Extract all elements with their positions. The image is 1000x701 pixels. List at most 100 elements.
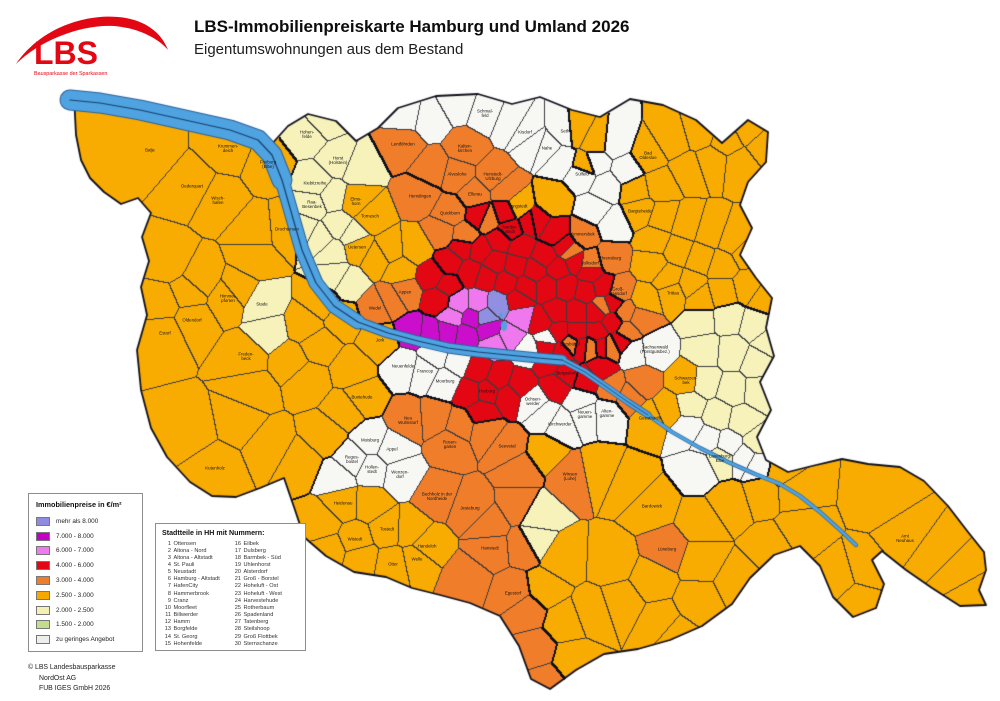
legend-item: 1.500 - 2.000 — [36, 618, 137, 633]
district-number: 3 — [167, 554, 171, 561]
credit-line: FUB IGES GmbH 2026 — [39, 685, 111, 692]
district-row: 22 Hoheluft - Ost — [232, 583, 302, 590]
district-row: 27 Tatenberg — [232, 619, 302, 626]
district-name: Billwerder — [173, 612, 199, 619]
district-row: 16 Eilbek — [232, 541, 302, 548]
region-label: Freiburg (Elbe) — [260, 159, 277, 169]
region-label: Harburg — [479, 389, 495, 394]
region-label: Ellerau — [468, 192, 482, 197]
region-label: Nahe — [542, 146, 553, 151]
district-name: Groß - Borstel — [243, 576, 279, 583]
region-label: Wisch-hafen — [211, 195, 225, 205]
district-name: Moorfleet — [173, 604, 197, 611]
legend-title: Immobilienpreise in €/m² — [36, 500, 122, 509]
legend-item: 6.000 - 7.000 — [36, 544, 137, 559]
legend-items: mehr als 8.000 7.000 - 8.000 6.000 - 7.000… — [36, 514, 137, 647]
region-label: Buchholz in der Nordheide — [422, 491, 453, 501]
page-title: LBS-Immobilienpreiskarte Hamburg und Uml… — [194, 17, 630, 36]
district-number: 2 — [167, 547, 171, 554]
region-label: Ammersbek — [571, 232, 595, 237]
region-label: Kutenholz — [205, 466, 225, 471]
legend-label: 2.000 - 2.500 — [56, 606, 94, 614]
region-label: Hohen-felde — [300, 129, 315, 139]
region-label: Appen — [399, 290, 412, 295]
region-label: Barsbüttel — [560, 342, 580, 347]
district-name: Spadenland — [243, 612, 274, 619]
region-label: Wenzen-dorf — [391, 469, 409, 479]
region-label: Raa-Besenbek — [302, 199, 322, 209]
credit-line: NordOst AG — [39, 674, 77, 682]
region-label: Sülfeld — [575, 172, 589, 177]
region-label: Ahrensburg — [599, 256, 622, 261]
page-title-block: LBS-Immobilienpreiskarte Hamburg und Uml… — [194, 17, 629, 58]
region-label: Alveslohe — [447, 172, 467, 177]
district-name: Harvestehude — [243, 597, 279, 604]
legend-swatch — [36, 531, 50, 541]
legend-swatch — [36, 605, 50, 615]
district-row: 8 Hammerbrook — [162, 591, 232, 598]
district-number: 28 — [234, 626, 241, 633]
region-label: Rosen-garten — [443, 439, 458, 449]
district-row: 9 Cranz — [162, 598, 232, 605]
district-name: Rotherbaum — [243, 604, 275, 611]
district-number: 12 — [164, 619, 171, 626]
legend-item: 7.000 - 8.000 — [36, 529, 137, 544]
district-name: Hamm — [173, 619, 190, 626]
legend-swatch — [36, 620, 50, 630]
region-label: Jesteburg — [460, 506, 480, 511]
district-row: 2 Altona - Nord — [162, 548, 232, 555]
district-number: 4 — [167, 561, 171, 568]
region-label: Jork — [376, 338, 385, 343]
district-name: St. Georg — [173, 633, 198, 640]
region-label: Volksdorf — [581, 261, 600, 266]
region-label: Amt Neuhaus — [896, 533, 914, 543]
district-name: Hoheluft - West — [243, 590, 282, 597]
district-number: 7 — [167, 583, 171, 590]
legend-swatch — [36, 516, 50, 526]
region-label: Henstedt-Ulzburg — [483, 171, 503, 181]
legend-label: 3.000 - 4.000 — [56, 577, 94, 585]
region-label: Groß-Hansdorf — [609, 286, 628, 296]
region-label: Buxtehude — [352, 395, 374, 400]
region-label: Neu Wulmstorf — [398, 415, 418, 425]
region-label: Oederquart — [181, 184, 204, 189]
region-label: Horst (Holstein) — [329, 155, 348, 165]
district-name: Hoheluft - Ost — [243, 583, 279, 590]
region-label: Quickborn — [440, 211, 461, 216]
logo-text: LBS — [34, 35, 98, 71]
region-label: Kiebitzreihe — [304, 181, 327, 186]
districts-box: Stadtteile in HH mit Nummern: 1 Ottensen 2… — [155, 523, 306, 651]
district-number: 8 — [167, 590, 171, 597]
district-number: 29 — [234, 633, 241, 640]
district-row: 19 Uhlenhorst — [232, 562, 302, 569]
legend-item: mehr als 8.000 — [36, 514, 137, 529]
district-number: 16 — [234, 540, 241, 547]
region-label: Reges-bostel — [345, 454, 360, 464]
legend-item: zu geringes Angebot — [36, 632, 137, 647]
header: LBS Bausparkasse der Sparkassen LBS-Immo… — [0, 0, 1000, 84]
region-label: Hanstedt — [481, 546, 499, 551]
lbs-logo: LBS Bausparkasse der Sparkassen — [16, 16, 168, 77]
district-row: 29 Groß Flottbek — [232, 634, 302, 641]
legend-item: 2.500 - 3.000 — [36, 588, 137, 603]
region-label: Bad Oldesloe — [639, 150, 657, 160]
region-label: Oldendorf — [182, 318, 202, 323]
district-name: Steilshoop — [243, 626, 270, 633]
region-label: Lentföhrden — [391, 142, 415, 147]
region-label: Schwarzen-bek — [674, 375, 698, 385]
legend-swatch — [36, 561, 50, 571]
district-number: 25 — [234, 604, 241, 611]
region-label: Neuen-gamme — [578, 409, 593, 419]
region-label: Lüneburg — [658, 547, 677, 552]
district-row: 25 Rotherbaum — [232, 605, 302, 612]
district-number: 23 — [234, 590, 241, 597]
legend-label: 1.500 - 2.000 — [56, 621, 94, 629]
legend-swatch — [36, 546, 50, 556]
district-name: Borgfelde — [173, 626, 198, 633]
region-label: Seth — [560, 129, 570, 134]
district-name: Groß Flottbek — [243, 633, 278, 640]
region-label: Hemdingen — [409, 194, 432, 199]
district-name: Altona - Nord — [173, 547, 207, 554]
district-number: 5 — [167, 569, 171, 576]
